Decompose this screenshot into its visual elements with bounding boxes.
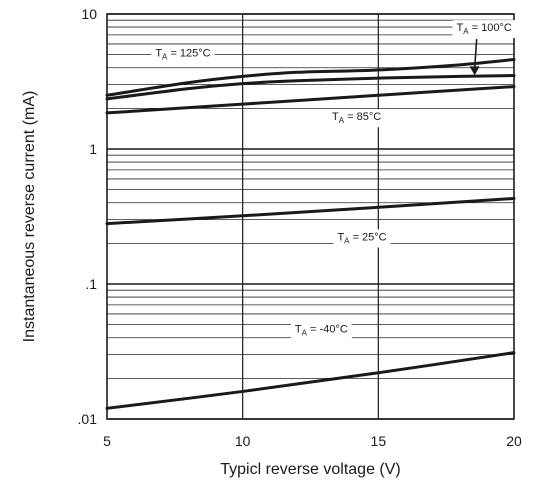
annotation-value: = -40°C: [307, 323, 348, 335]
y-tick-label: .1: [85, 276, 97, 292]
x-tick-label: 10: [235, 433, 251, 449]
annotation-subscript: A: [463, 27, 469, 36]
x-axis-label: Typicl reverse voltage (V): [220, 461, 401, 478]
annotation-symbol: T: [337, 231, 344, 243]
series-line-t-a-100-c: [105, 74, 516, 101]
annotation-subscript: A: [162, 52, 168, 61]
annotation-text: TA = 125°C: [155, 47, 210, 61]
series-annotation: TA = 85°C: [328, 109, 386, 128]
annotation-background: [452, 20, 516, 39]
annotation-symbol: T: [456, 22, 463, 34]
grid-major: [106, 13, 515, 420]
series-annotation: TA = 25°C: [333, 229, 391, 248]
annotation-background: [151, 45, 215, 64]
y-tick-label: 1: [89, 141, 97, 157]
annotation-text: TA = -40°C: [295, 323, 348, 337]
annotation-value: = 25°C: [350, 231, 387, 243]
annotation-background: [333, 229, 391, 248]
annotation-symbol: T: [332, 111, 339, 123]
series-layer: [105, 58, 516, 410]
annotation-layer: TA = 125°CTA = 100°CTA = 85°CTA = 25°CTA…: [151, 20, 516, 340]
annotation-value: = 85°C: [344, 111, 381, 123]
annotation-symbol: T: [295, 323, 302, 335]
series-line-t-a-25-c: [105, 196, 516, 226]
y-tick-labels: .01 .1 1 10: [78, 6, 98, 427]
annotation-subscript: A: [339, 116, 345, 125]
x-tick-label: 15: [371, 433, 387, 449]
annotation-arrow-head: [469, 66, 480, 76]
series-line-t-a-125-c: [105, 58, 516, 97]
y-tick-label: 10: [81, 6, 97, 22]
annotation-arrow-shaft: [473, 39, 478, 69]
annotation-text: TA = 25°C: [337, 231, 386, 245]
annotation-value: = 100°C: [469, 22, 512, 34]
annotation-symbol: T: [155, 47, 162, 59]
annotation-subscript: A: [302, 328, 308, 337]
x-tick-label: 20: [506, 433, 522, 449]
y-tick-label: .01: [78, 411, 98, 427]
annotation-text: TA = 85°C: [332, 111, 381, 125]
series-annotation: TA = -40°C: [290, 321, 352, 340]
annotation-value: = 125°C: [167, 47, 210, 59]
series-annotation: TA = 100°C: [452, 20, 516, 76]
annotation-background: [290, 321, 352, 340]
annotation-text: TA = 100°C: [456, 22, 511, 36]
grid-minor: [107, 19, 514, 379]
x-tick-labels: 5 10 15 20: [103, 433, 522, 449]
y-axis-label: Instantaneous reverse current (mA): [21, 91, 38, 343]
series-annotation: TA = 125°C: [151, 45, 215, 64]
series-line-t-a-85-c: [105, 85, 516, 115]
x-tick-label: 5: [103, 433, 111, 449]
annotation-subscript: A: [344, 236, 350, 245]
series-line-t-a--40-c: [105, 351, 516, 410]
plot-frame: [106, 13, 515, 420]
annotation-background: [328, 109, 386, 128]
